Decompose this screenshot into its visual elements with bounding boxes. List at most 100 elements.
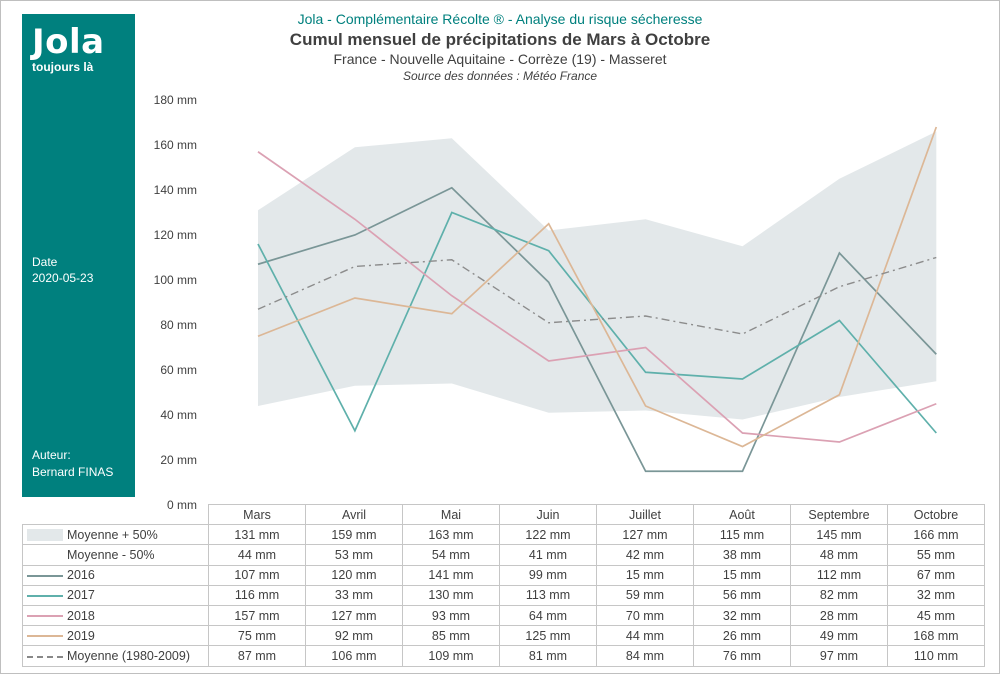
tagline: toujours là [32,60,94,74]
table-row: Moyenne - 50% 44 mm 53 mm 54 mm 41 mm 42 mm 38… [22,544,985,566]
series-name: 2017 [67,588,95,603]
data-label: 109 mm [402,645,500,667]
data-label: 159 mm [305,524,403,546]
data-label: 141 mm [402,564,500,586]
data-label: 120 mm [305,564,403,586]
series-name: 2018 [67,608,95,623]
author-value: Bernard FINAS [32,465,114,479]
chart-plot: 0 mm 20 mm 40 mm 60 mm 80 mm 100 mm 120 mm 140 … [154,93,938,512]
data-label: 97 mm [790,645,888,667]
series-name: Moyenne - 50% [67,547,155,562]
data-label: 64 mm [499,604,597,627]
table-row: 2016 107 mm 120 mm 141 mm 99 mm 15 mm 15 mm 112… [22,564,985,586]
table-row: 2018 157 mm 127 mm 93 mm 64 mm 70 mm 32 mm 28 m… [22,604,985,627]
sidebar: Jola toujours là Date 2020-05-23 Auteur:… [22,14,135,497]
category-label: Avril [305,503,403,526]
data-label: 110 mm [887,645,985,667]
data-label: 93 mm [402,604,500,627]
series-name: Moyenne (1980-2009) [67,648,190,663]
data-label: 38 mm [693,544,791,566]
data-label: 106 mm [305,645,403,667]
data-label: 131 mm [208,524,306,546]
data-label: 87 mm [208,645,306,667]
data-label: 67 mm [887,564,985,586]
series-label: Moyenne + 50% [22,524,209,546]
series-label: 2017 [22,584,209,606]
series-label: 2018 [22,604,209,627]
data-label: 112 mm [790,564,888,586]
series-label: 2019 [22,625,209,647]
data-label: 15 mm [596,564,694,586]
data-label: 166 mm [887,524,985,546]
table-header-row: Mars Avril Mai Juin Juillet Août Septembre Octo… [23,503,985,526]
category-label: Septembre [790,503,888,526]
data-label: 59 mm [596,584,694,606]
series-line [257,186,937,473]
data-label: 127 mm [596,524,694,546]
table-row: Moyenne + 50% 131 mm 159 mm 163 mm 122 mm 127… [22,524,985,546]
jola-logo: Jola [32,22,105,62]
data-label: 26 mm [693,625,791,647]
category-label: Août [693,503,791,526]
table-row: Moyenne (1980-2009) 87 mm 106 mm 109 mm 81 m… [22,645,985,667]
data-source: Source des données : Météo France [402,69,598,83]
data-label: 42 mm [596,544,694,566]
data-label: 32 mm [887,584,985,606]
date-value: 2020-05-23 [32,271,94,285]
legend-key [27,570,63,582]
y-tick-label: 100 mm [154,273,197,287]
table-row: 2019 75 mm 92 mm 85 mm 125 mm 44 mm 26 mm 49 mm… [22,625,985,647]
data-label: 125 mm [499,625,597,647]
y-tick-label: 120 mm [154,228,197,242]
data-label: 56 mm [693,584,791,606]
legend-key [27,630,63,642]
data-label: 44 mm [208,544,306,566]
series-label: Moyenne (1980-2009) [22,645,209,667]
author-label: Auteur: [32,448,71,462]
data-label: 99 mm [499,564,597,586]
series-name: Moyenne + 50% [67,527,158,542]
category-label: Juin [499,503,597,526]
series-label: Moyenne - 50% [22,544,209,566]
data-label: 49 mm [790,625,888,647]
header-line: Jola - Complémentaire Récolte ® - Analys… [297,11,703,27]
data-label: 53 mm [305,544,403,566]
table-row: 2017 116 mm 33 mm 130 mm 113 mm 59 mm 56 mm 82 … [22,584,985,606]
series-name: 2016 [67,568,95,583]
legend-key [27,590,63,602]
y-tick-label: 0 mm [167,498,197,512]
data-label: 41 mm [499,544,597,566]
date-label: Date [32,255,58,269]
data-label: 70 mm [596,604,694,627]
data-label: 85 mm [402,625,500,647]
data-label: 127 mm [305,604,403,627]
legend-key [27,610,63,622]
series-name: 2019 [67,628,95,643]
data-label: 45 mm [887,604,985,627]
data-label: 28 mm [790,604,888,627]
legend-key [27,550,63,562]
data-label: 168 mm [887,625,985,647]
data-label: 55 mm [887,544,985,566]
data-label: 54 mm [402,544,500,566]
category-label: Mars [208,503,306,526]
series-label: 2016 [22,564,209,586]
y-tick-label: 160 mm [154,138,197,152]
y-tick-label: 140 mm [154,183,197,197]
data-label: 115 mm [693,524,791,546]
chart-subtitle: France - Nouvelle Aquitaine - Corrèze (1… [333,51,667,67]
legend-key [27,529,63,542]
data-label: 116 mm [208,584,306,606]
table-corner [23,505,209,525]
y-axis: 0 mm 20 mm 40 mm 60 mm 80 mm 100 mm 120 mm 140 … [154,93,197,512]
data-label: 92 mm [305,625,403,647]
y-tick-label: 20 mm [160,453,197,467]
data-label: 75 mm [208,625,306,647]
data-label: 81 mm [499,645,597,667]
data-label: 33 mm [305,584,403,606]
data-label: 122 mm [499,524,597,546]
series-line [257,256,937,335]
data-label: 157 mm [208,604,306,627]
data-label: 107 mm [208,564,306,586]
category-label: Mai [402,503,500,526]
